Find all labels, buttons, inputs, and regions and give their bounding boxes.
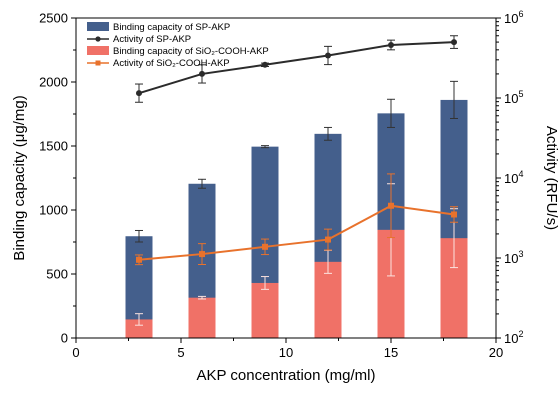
y2-tick-label-3: 105 [504,89,523,106]
y2-tick-label-1: 103 [504,249,523,266]
errbar-s2-1 [198,295,206,300]
point-s3-2 [262,243,268,250]
legend-label-sio2-binding: Binding capacity of SiO₂-COOH-AKP [113,46,269,57]
errbar-s0-5 [450,80,458,119]
point-s1-1 [199,70,205,77]
point-s1-2 [262,61,268,68]
point-s1-4 [388,41,394,48]
errbar-s0-0 [135,229,143,243]
x-tick-label-2: 10 [279,345,293,360]
bar-s2-0 [125,319,153,338]
bar-s2-3 [314,261,342,338]
x-tick-label-3: 15 [384,345,398,360]
errbar-s0-4 [387,98,395,128]
legend-label-sp-akp-activity: Activity of SP-AKP [113,34,191,45]
point-s1-3 [325,52,331,59]
y-tick-label-2: 1000 [39,203,68,218]
y2-tick-label-4: 106 [504,9,523,26]
legend-marker-sio2-activity [95,60,101,66]
legend-swatch-sp-akp-binding [87,22,109,31]
x-tick-label-4: 20 [489,345,503,360]
point-s3-4 [388,202,394,209]
y2-tick-label-2: 104 [504,169,523,186]
axis-ticks: 0 5 10 15 20 0 500 1000 1500 2000 2500 102 103 104 105… [39,9,523,360]
point-s1-0 [136,90,142,97]
point-s3-5 [451,211,457,218]
y-tick-label-0: 0 [61,331,68,346]
y2-axis-title: Activity (RFU/s) [543,126,558,230]
legend-label-sio2-activity: Activity of SiO₂-COOH-AKP [113,58,230,69]
point-s1-5 [451,39,457,46]
y-tick-label-3: 1500 [39,139,68,154]
line-s1 [138,41,455,95]
y-tick-label-4: 2000 [39,75,68,90]
legend: Binding capacity of SP-AKP Activity of S… [87,22,269,69]
errbar-s2-2 [261,276,269,290]
line-s3 [138,204,455,261]
legend-marker-sp-akp-activity [95,36,101,42]
plot-marks [125,35,468,338]
y-axis-title: Binding capacity (μg/mg) [11,95,28,260]
y-tick-label-5: 2500 [39,11,68,26]
legend-swatch-sio2-binding [87,46,109,55]
y2-tick-label-0: 102 [504,329,523,346]
errbar-s0-1 [198,178,206,189]
y-tick-label-1: 500 [46,267,68,282]
point-s3-3 [325,236,331,243]
bar-s2-2 [251,282,279,338]
x-axis-title: AKP concentration (mg/ml) [197,367,376,384]
point-s3-0 [136,256,142,263]
errbar-s0-3 [324,126,332,141]
errbar-s2-0 [135,313,143,326]
legend-label-sp-akp-binding: Binding capacity of SP-AKP [113,22,230,33]
errbar-s0-2 [261,145,269,149]
x-tick-label-1: 5 [177,345,184,360]
point-s3-1 [199,251,205,258]
x-tick-label-0: 0 [72,345,79,360]
bar-s2-1 [188,297,216,338]
